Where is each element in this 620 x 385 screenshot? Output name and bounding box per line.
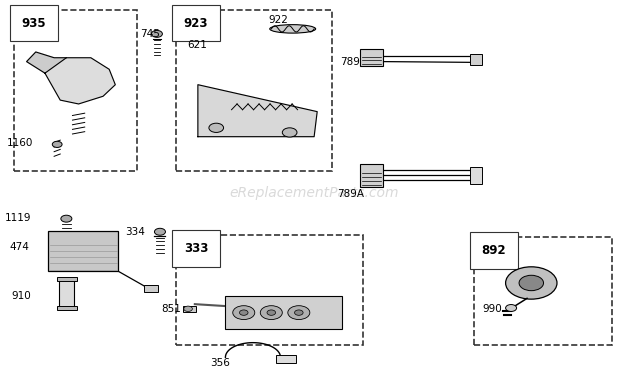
Circle shape	[52, 141, 62, 147]
FancyBboxPatch shape	[14, 10, 137, 171]
Circle shape	[267, 310, 275, 315]
Circle shape	[61, 215, 72, 222]
Circle shape	[239, 310, 248, 315]
Polygon shape	[45, 58, 115, 104]
Bar	[226, 296, 342, 329]
Bar	[48, 231, 118, 271]
Text: 922: 922	[268, 15, 288, 25]
Bar	[183, 306, 196, 312]
Text: 910: 910	[12, 291, 32, 301]
Text: 789A: 789A	[337, 189, 365, 199]
Text: 1160: 1160	[6, 138, 33, 148]
Bar	[144, 285, 157, 292]
Polygon shape	[198, 85, 317, 137]
Text: 851: 851	[161, 304, 182, 314]
Circle shape	[154, 228, 166, 235]
FancyBboxPatch shape	[474, 237, 612, 345]
Bar	[470, 54, 482, 65]
Circle shape	[294, 310, 303, 315]
Ellipse shape	[270, 25, 316, 33]
Bar	[56, 306, 77, 310]
Bar	[59, 280, 74, 309]
Text: 935: 935	[22, 17, 46, 30]
Polygon shape	[27, 52, 66, 73]
Bar	[470, 167, 482, 184]
Text: 990: 990	[482, 304, 502, 314]
Circle shape	[184, 306, 192, 311]
Text: 621: 621	[187, 40, 207, 50]
Bar	[360, 49, 383, 66]
Circle shape	[288, 306, 310, 320]
Circle shape	[519, 275, 544, 291]
Bar	[360, 164, 383, 187]
Circle shape	[209, 123, 224, 132]
FancyBboxPatch shape	[177, 235, 363, 345]
Circle shape	[260, 306, 282, 320]
Text: 356: 356	[210, 358, 229, 368]
Text: 333: 333	[184, 242, 208, 255]
Circle shape	[505, 267, 557, 299]
Bar	[276, 355, 296, 363]
Circle shape	[282, 128, 297, 137]
Bar	[56, 277, 77, 281]
Text: 474: 474	[10, 242, 30, 252]
Circle shape	[151, 30, 162, 37]
FancyBboxPatch shape	[177, 10, 332, 171]
Circle shape	[505, 305, 516, 311]
Text: 1119: 1119	[5, 213, 32, 223]
Text: 789: 789	[340, 57, 360, 67]
Text: 923: 923	[184, 17, 208, 30]
Text: 745: 745	[140, 29, 160, 39]
Text: 334: 334	[125, 227, 145, 237]
Circle shape	[232, 306, 255, 320]
Text: eReplacementParts.com: eReplacementParts.com	[229, 186, 399, 199]
Text: 892: 892	[482, 244, 507, 257]
